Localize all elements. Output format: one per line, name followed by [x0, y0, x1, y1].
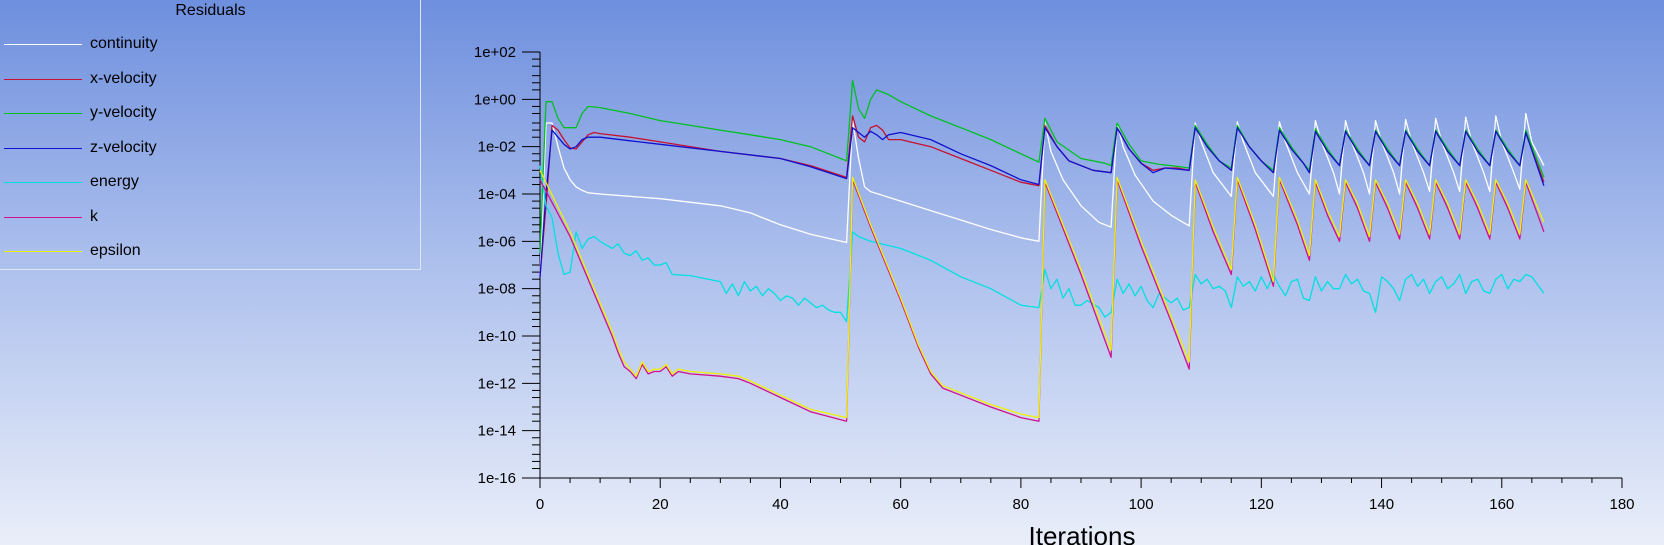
legend-swatch — [4, 44, 82, 45]
legend-label: y-velocity — [90, 104, 157, 121]
x-tick-label: 160 — [1489, 496, 1514, 513]
legend-label: energy — [90, 173, 139, 190]
series-line-z-velocity — [539, 127, 1545, 277]
legend-item-energy: energy — [4, 173, 304, 193]
x-axis-title: Iterations — [1029, 521, 1136, 545]
legend-item-z-velocity: z-velocity — [4, 139, 304, 159]
series-lines — [539, 79, 1545, 422]
legend-swatch — [4, 78, 82, 80]
x-tick-label: 60 — [892, 496, 909, 513]
legend-title: Residuals — [175, 2, 246, 19]
series-line-epsilon — [539, 170, 1545, 419]
y-tick-label: 1e+00 — [474, 91, 516, 108]
legend-item-continuity: continuity — [4, 35, 304, 55]
y-tick-label: 1e-08 — [478, 281, 516, 298]
legend-item-epsilon: epsilon — [4, 242, 304, 262]
x-tick-label: 80 — [1013, 496, 1030, 513]
y-tick-label: 1e+02 — [474, 44, 516, 61]
x-tick-label: 180 — [1609, 496, 1634, 513]
y-tick-label: 1e-06 — [478, 233, 516, 250]
legend-swatch — [4, 147, 82, 149]
series-line-y-velocity — [539, 79, 1545, 254]
series-line-energy — [539, 165, 1545, 323]
legend-item-y-velocity: y-velocity — [4, 104, 304, 124]
y-tick-label: 1e-14 — [478, 423, 516, 440]
legend-label: continuity — [90, 35, 158, 52]
y-tick-label: 1e-10 — [478, 328, 516, 345]
series-line-continuity — [539, 112, 1545, 277]
legend-label: k — [90, 207, 98, 225]
legend-swatch — [4, 113, 82, 114]
x-tick-label: 20 — [652, 496, 669, 513]
x-tick-label: 40 — [772, 496, 789, 513]
x-tick-label: 0 — [536, 496, 544, 513]
axes: 1e+02 1e+00 1e-02 1e-04 1e-06 1e-08 1e-10 1e-12… — [474, 44, 1635, 513]
legend-label: epsilon — [90, 242, 141, 259]
y-tick-label: 1e-02 — [478, 139, 516, 156]
x-tick-label: 140 — [1369, 496, 1394, 513]
legend-label: z-velocity — [90, 138, 157, 156]
y-tick-label: 1e-04 — [478, 186, 516, 203]
legend-swatch — [4, 216, 82, 218]
legend-swatch — [4, 182, 82, 183]
legend-item-k: k — [4, 208, 304, 228]
legend-swatch — [4, 251, 82, 252]
x-tick-label: 100 — [1129, 496, 1154, 513]
x-tick-label: 120 — [1249, 496, 1274, 513]
y-tick-label: 1e-16 — [478, 470, 516, 487]
legend-item-x-velocity: x-velocity — [4, 70, 304, 90]
legend-label: x-velocity — [90, 69, 157, 87]
legend: Residuals continuity x-velocity y-velocity… — [0, 0, 421, 270]
y-tick-label: 1e-12 — [478, 375, 516, 392]
